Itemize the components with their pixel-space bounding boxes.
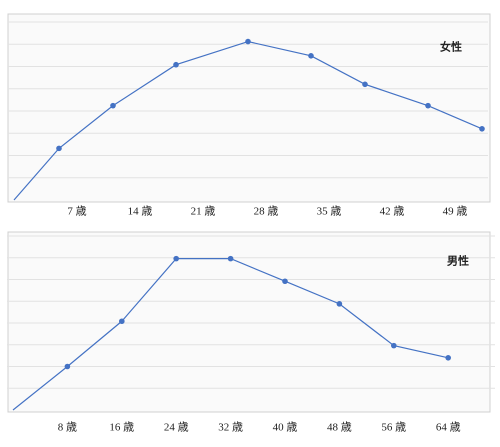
point <box>173 61 179 68</box>
x-tick-label: 35 歳 <box>317 205 342 218</box>
point <box>173 255 179 262</box>
point <box>245 38 251 45</box>
x-tick-label: 49 歳 <box>443 205 468 218</box>
point <box>119 318 125 325</box>
point <box>445 355 452 361</box>
x-tick-label: 14 歳 <box>128 205 153 218</box>
point <box>282 278 288 285</box>
legend-label: 女性 <box>440 40 462 54</box>
point <box>64 363 71 370</box>
point <box>391 342 397 349</box>
point <box>425 102 431 109</box>
x-tick-label: 56 歳 <box>381 421 406 434</box>
x-tick-label: 40 歳 <box>273 421 298 434</box>
panel <box>7 231 491 413</box>
x-tick-label: 64 歳 <box>436 421 461 434</box>
x-tick-label: 24 歳 <box>164 421 189 434</box>
x-tick-label: 32 歳 <box>218 421 243 434</box>
point <box>227 255 234 262</box>
x-tick-label: 42 歳 <box>380 205 405 218</box>
legend-label: 男性 <box>447 254 469 268</box>
point <box>56 145 62 152</box>
point <box>110 102 116 109</box>
x-tick-label: 28 歳 <box>254 205 279 218</box>
point <box>479 126 485 132</box>
point <box>362 81 368 88</box>
point <box>336 301 343 307</box>
x-tick-label: 16 歳 <box>109 421 134 434</box>
x-tick-label: 8 歳 <box>58 421 77 434</box>
x-tick-label: 7 歳 <box>67 205 86 218</box>
point <box>308 53 314 59</box>
panel <box>7 13 491 203</box>
x-tick-label: 21 歳 <box>191 205 216 218</box>
x-tick-label: 48 歳 <box>327 421 352 434</box>
